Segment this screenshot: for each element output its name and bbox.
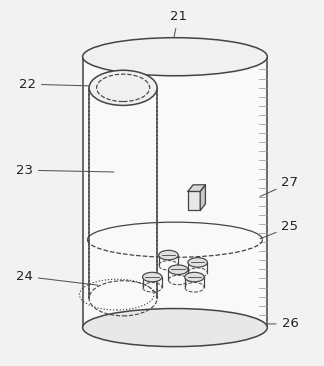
Ellipse shape — [83, 38, 267, 76]
Text: 23: 23 — [16, 164, 114, 177]
Polygon shape — [200, 185, 205, 210]
Text: 24: 24 — [16, 270, 98, 285]
Ellipse shape — [159, 250, 178, 260]
Ellipse shape — [168, 265, 188, 274]
Ellipse shape — [89, 70, 157, 105]
Ellipse shape — [185, 272, 204, 282]
Text: 22: 22 — [19, 78, 93, 91]
Text: 25: 25 — [260, 220, 298, 239]
Ellipse shape — [143, 272, 162, 282]
Polygon shape — [188, 185, 205, 191]
Ellipse shape — [83, 309, 267, 347]
Text: 27: 27 — [260, 176, 298, 197]
Text: 26: 26 — [246, 317, 298, 330]
Bar — [188, 191, 200, 210]
Polygon shape — [83, 57, 267, 328]
Text: 21: 21 — [170, 10, 187, 54]
Ellipse shape — [188, 258, 207, 267]
